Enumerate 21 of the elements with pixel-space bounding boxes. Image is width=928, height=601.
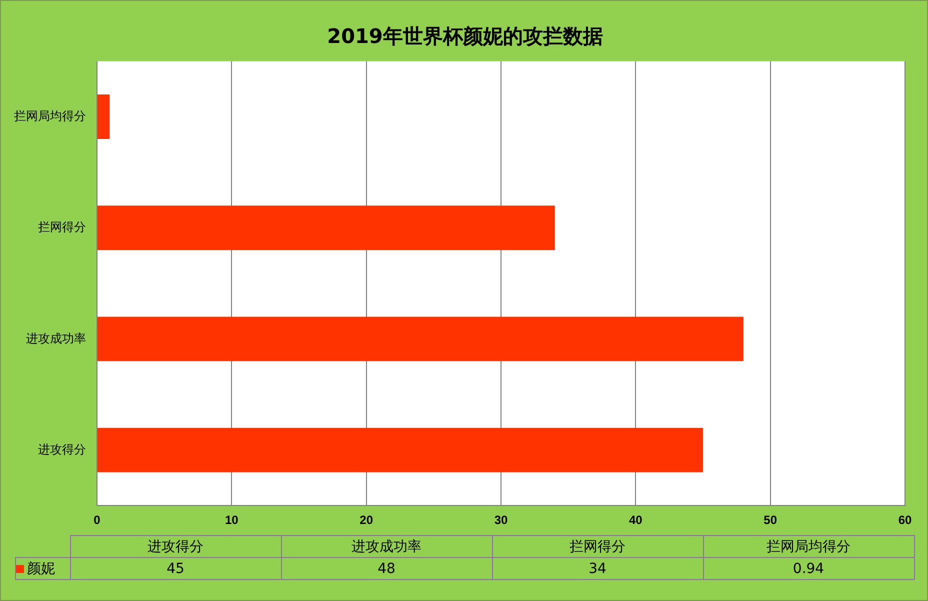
legend-label: 颜妮 bbox=[16, 558, 70, 580]
category-label: 拦网得分 bbox=[570, 538, 626, 554]
text: 34 bbox=[492, 558, 703, 580]
category-label: 进攻成功率 bbox=[352, 538, 422, 554]
text: 0.94 bbox=[703, 558, 914, 580]
text: 48 bbox=[281, 558, 492, 580]
x-tick-label: 50 bbox=[764, 513, 778, 528]
y-tick-label: 进攻得分 bbox=[38, 442, 86, 456]
x-tick-label: 30 bbox=[494, 513, 508, 528]
x-tick-label: 40 bbox=[628, 513, 643, 528]
chart-title: 2019年世界杯颜妮的攻拦数据 bbox=[326, 23, 604, 50]
category-label: 进攻得分 bbox=[148, 538, 204, 554]
x-tick-label: 10 bbox=[224, 513, 239, 528]
y-tick-label: 拦网局均得分 bbox=[14, 109, 86, 124]
y-tick-label: 进攻成功率 bbox=[26, 331, 86, 346]
category-label: 拦网局均得分 bbox=[766, 538, 850, 554]
text: 45 bbox=[70, 558, 281, 580]
x-tick-label: 60 bbox=[898, 513, 912, 528]
x-tick-label: 0 bbox=[94, 513, 101, 528]
x-tick-label: 20 bbox=[360, 513, 374, 528]
y-tick-label: 拦网得分 bbox=[38, 220, 86, 234]
